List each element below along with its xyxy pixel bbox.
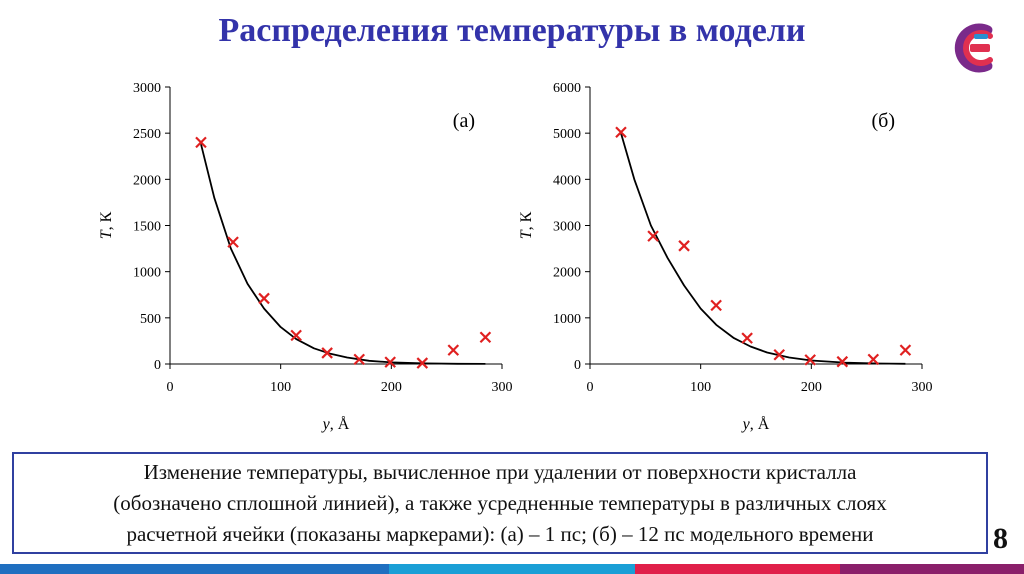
chart-b-ytick-label: 1000 — [553, 312, 581, 327]
chart-b-xtick-label: 100 — [690, 380, 711, 395]
chart-a-data-point — [416, 357, 429, 369]
chart-b-data-point — [867, 353, 880, 366]
chart-b-ytick-label: 3000 — [553, 220, 581, 235]
chart-a-ytick-label: 2000 — [133, 173, 161, 188]
chart-a-ytick-label: 3000 — [133, 81, 161, 96]
bar-segment-red — [634, 564, 840, 574]
chart-b-y-axis-label: T, К — [518, 211, 535, 239]
caption-line-2: (обозначено сплошной линией), а также ус… — [113, 490, 887, 515]
chart-a-ytick-label: 1500 — [133, 220, 161, 235]
chart-b-xtick-label: 300 — [912, 380, 933, 395]
chart-a-panel-label: (а) — [453, 110, 475, 132]
figure-caption-box: Изменение температуры, вычисленное при у… — [12, 452, 988, 554]
chart-b-data-point — [710, 299, 722, 312]
chart-a-data-point — [353, 353, 366, 366]
chart-b-data-point — [804, 354, 817, 366]
chart-b-xtick-label: 200 — [801, 380, 822, 395]
chart-a-xtick-label: 100 — [270, 380, 291, 395]
chart-a-data-point — [479, 331, 492, 344]
chart-a-y-axis-label: T, К — [98, 211, 115, 239]
chart-a-ytick-label: 2500 — [133, 127, 161, 142]
chart-a-data-point — [258, 292, 270, 305]
chart-b-data-point — [773, 348, 786, 361]
chart-b-data-point — [836, 355, 849, 368]
chart-b-ytick-label: 2000 — [553, 266, 581, 281]
chart-b-data-point — [741, 332, 753, 344]
chart-a-data-point — [447, 344, 460, 356]
page-number: 8 — [993, 522, 1008, 555]
chart-a-fit-line — [200, 143, 486, 365]
caption-line-1: Изменение температуры, вычисленное при у… — [143, 459, 857, 484]
chart-a-x-axis-label: y, Å — [321, 415, 350, 433]
chart-a-ytick-label: 500 — [140, 312, 161, 327]
chart-b-data-point — [678, 240, 690, 252]
bar-segment-purple — [839, 564, 1024, 574]
chart-a-data-point — [384, 356, 397, 368]
chart-a-xtick-label: 300 — [492, 380, 513, 395]
chart-a-data-point — [195, 136, 207, 149]
bar-segment-cyan — [389, 564, 635, 574]
chart-b-ytick-label: 6000 — [553, 81, 581, 96]
chart-b-ytick-label: 5000 — [553, 127, 581, 142]
chart-a-ytick-label: 1000 — [133, 266, 161, 281]
chart-a-data-point — [290, 329, 302, 342]
chart-b-ytick-label: 4000 — [553, 173, 581, 188]
chart-temperature-12ps: 0 1000 2000 3000 4000 5000 6000 0 100 200 300 y, Å T… — [518, 81, 933, 433]
chart-a-data-point — [321, 347, 333, 359]
bar-segment-blue — [0, 564, 390, 574]
chart-b-x-axis-label: y, Å — [741, 415, 770, 433]
chart-b-fit-line — [620, 132, 906, 365]
bottom-decorative-bar — [0, 564, 1024, 574]
chart-b-data-point — [647, 230, 659, 242]
chart-a-data-point — [227, 236, 239, 248]
chart-a-xtick-label: 0 — [167, 380, 174, 395]
slide-title: Распределения температуры в модели — [218, 12, 806, 49]
chart-b-data-point — [615, 126, 627, 139]
figure-caption: Изменение температуры, вычисленное при у… — [103, 457, 896, 550]
company-logo-icon — [954, 23, 993, 73]
chart-a-xtick-label: 200 — [381, 380, 402, 395]
chart-b-ytick-label: 0 — [574, 358, 581, 373]
chart-b-xtick-label: 0 — [587, 380, 594, 395]
chart-temperature-1ps: 0 500 1000 1500 2000 2500 3000 0 100 200 300 y, Å T,… — [98, 81, 513, 433]
caption-line-3: расчетной ячейки (показаны маркерами): (… — [126, 521, 874, 546]
chart-a-ytick-label: 0 — [154, 358, 161, 373]
chart-b-panel-label: (б) — [872, 110, 896, 132]
chart-b-data-point — [899, 344, 912, 356]
